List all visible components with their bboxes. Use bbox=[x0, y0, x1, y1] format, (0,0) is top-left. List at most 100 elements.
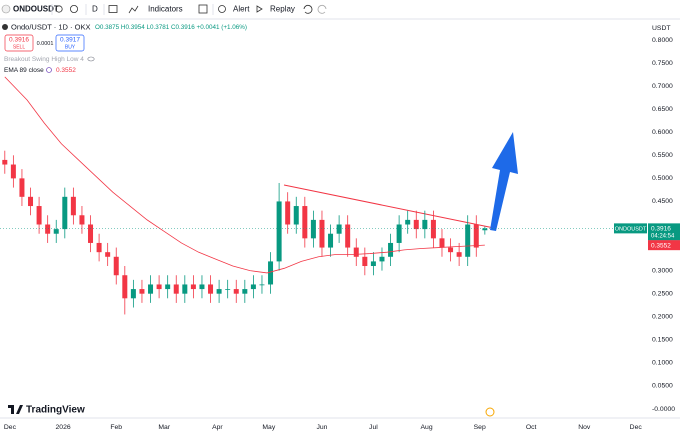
layout-icon[interactable] bbox=[198, 4, 208, 14]
candle-body bbox=[336, 224, 342, 234]
candle-body bbox=[182, 284, 188, 294]
y-tick-label: 0.1500 bbox=[652, 337, 673, 344]
symbol-icon[interactable] bbox=[1, 4, 11, 14]
buy-label[interactable]: BUY bbox=[65, 44, 76, 50]
legend-ohlc: O0.3875 H0.3954 L0.3781 C0.3916 +0.0041 … bbox=[95, 24, 247, 31]
candle-body bbox=[208, 284, 214, 294]
legend: Ondo/USDT · 1D · OKX O0.3875 H0.3954 L0.… bbox=[2, 22, 247, 74]
ema-label: EMA 89 close bbox=[4, 67, 44, 74]
y-tick-label: 0.4500 bbox=[652, 198, 673, 205]
y-tick-label: 0.6500 bbox=[652, 106, 673, 113]
toolbar-bg bbox=[0, 0, 680, 19]
ema-value: 0.3552 bbox=[56, 67, 76, 74]
sell-button[interactable] bbox=[4, 34, 34, 52]
candle-body bbox=[139, 289, 145, 294]
event-marker[interactable] bbox=[485, 407, 495, 417]
redo-icon[interactable] bbox=[317, 4, 327, 14]
alert-button[interactable]: Alert bbox=[233, 5, 250, 14]
candle-body bbox=[79, 215, 85, 225]
y-tick-label: 0.2000 bbox=[652, 314, 673, 321]
candle-body bbox=[259, 284, 265, 286]
ema-tag bbox=[648, 240, 680, 251]
candle-body bbox=[28, 196, 34, 207]
candle-body bbox=[113, 256, 119, 276]
candle-body bbox=[439, 238, 445, 248]
candle-body bbox=[88, 224, 94, 243]
symbol[interactable]: ONDOUSDT bbox=[13, 5, 59, 14]
candles bbox=[2, 150, 488, 315]
candle-body bbox=[2, 159, 8, 165]
candle-body bbox=[19, 178, 25, 197]
buy-button[interactable] bbox=[55, 34, 85, 52]
candle-body bbox=[405, 219, 411, 225]
buy-price[interactable]: 0.3917 bbox=[60, 37, 80, 44]
candle-body bbox=[276, 201, 282, 262]
candle-body bbox=[122, 275, 128, 299]
y-tick-label: -0.0000 bbox=[652, 406, 675, 413]
y-tick-label: 0.3000 bbox=[652, 267, 673, 274]
visibility-icon[interactable] bbox=[87, 56, 95, 62]
trendline[interactable] bbox=[283, 184, 495, 229]
chart-type-icon[interactable] bbox=[108, 5, 118, 13]
candle-body bbox=[362, 256, 368, 267]
candle-body bbox=[156, 284, 162, 290]
x-tick-label: Aug bbox=[421, 424, 433, 431]
candle-body bbox=[328, 233, 334, 248]
countdown-text: 04:24:54 bbox=[651, 233, 675, 239]
candle-body bbox=[10, 164, 16, 179]
candle-body bbox=[216, 289, 222, 294]
alert-icon[interactable] bbox=[218, 5, 226, 13]
y-tick-label: 0.1000 bbox=[652, 360, 673, 367]
candle-body bbox=[62, 196, 68, 230]
y-tick-label: 0.2500 bbox=[652, 290, 673, 297]
candle-body bbox=[148, 284, 154, 294]
x-tick-label: Sep bbox=[474, 424, 486, 431]
add-icon[interactable] bbox=[70, 5, 79, 13]
x-tick-label: Mar bbox=[158, 424, 170, 431]
x-tick-label: Dec bbox=[4, 424, 17, 431]
candle-body bbox=[96, 242, 102, 253]
indicators-button[interactable]: Indicators bbox=[148, 5, 183, 14]
ema-icon[interactable] bbox=[46, 67, 52, 73]
x-tick-label: Jul bbox=[369, 424, 378, 431]
y-tick-label: 0.5000 bbox=[652, 175, 673, 182]
last-price-tag bbox=[648, 223, 680, 241]
sell-price[interactable]: 0.3916 bbox=[9, 37, 29, 44]
y-tick-label: 0.7500 bbox=[652, 60, 673, 67]
y-tick-label: 0.0500 bbox=[652, 383, 673, 390]
candle-body bbox=[302, 206, 308, 239]
currency-label: USDT bbox=[652, 25, 671, 32]
replay-icon[interactable] bbox=[256, 5, 263, 13]
logo-mark bbox=[8, 405, 23, 414]
candle-body bbox=[105, 252, 111, 257]
symbol-logo bbox=[2, 24, 8, 30]
candle-body bbox=[130, 289, 136, 299]
ema-line bbox=[4, 76, 485, 274]
candle-body bbox=[310, 219, 316, 239]
y-tick-label: 0.6000 bbox=[652, 129, 673, 136]
undo-icon[interactable] bbox=[303, 4, 313, 14]
interval[interactable]: D bbox=[92, 5, 98, 14]
x-tick-label: Oct bbox=[526, 424, 537, 431]
search-icon[interactable] bbox=[55, 5, 63, 13]
candle-body bbox=[422, 219, 428, 230]
x-tick-label: Jun bbox=[316, 424, 327, 431]
arrow[interactable] bbox=[490, 132, 518, 231]
sell-label[interactable]: SELL bbox=[13, 44, 25, 50]
candle-body bbox=[345, 224, 351, 248]
candle-body bbox=[482, 228, 488, 231]
symbol-tag-text: ONDOUSDT bbox=[615, 226, 647, 232]
symbol-tag bbox=[614, 223, 647, 234]
candle-body bbox=[465, 224, 471, 257]
x-tick-label: Apr bbox=[212, 424, 223, 431]
candle-body bbox=[53, 229, 59, 234]
indicators-icon[interactable] bbox=[128, 5, 139, 14]
candle-body bbox=[45, 224, 51, 234]
replay-button[interactable]: Replay bbox=[270, 5, 295, 14]
candle-body bbox=[456, 252, 462, 257]
candle-body bbox=[190, 284, 196, 290]
candle-body bbox=[319, 219, 325, 248]
candle-body bbox=[293, 206, 299, 225]
